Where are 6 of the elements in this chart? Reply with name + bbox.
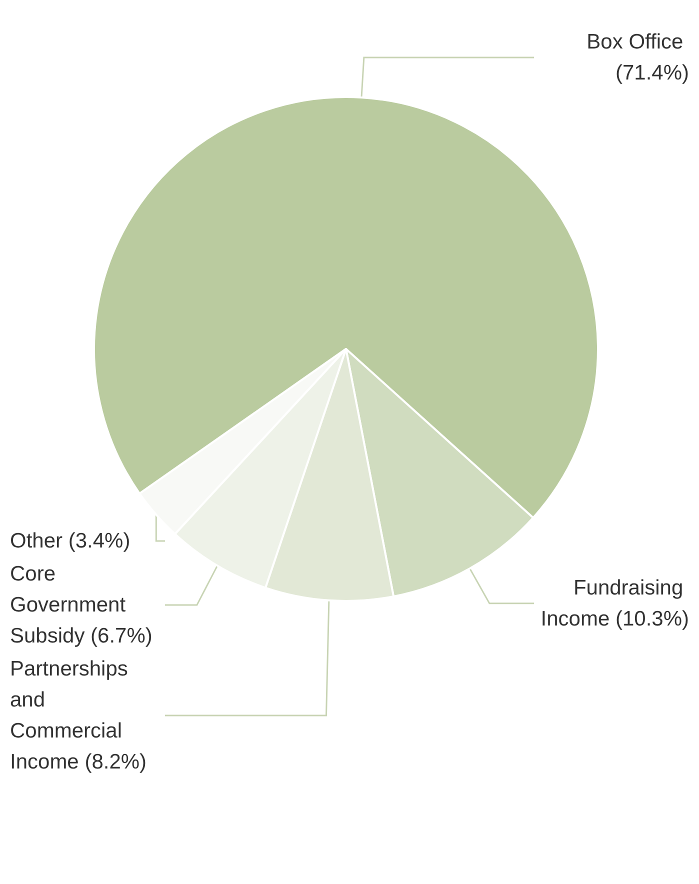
- slice-label: Core Government Subsidy (6.7%): [10, 562, 152, 648]
- slice-label: Partnerships and Commercial Income (8.2%): [10, 658, 147, 774]
- slice-label: Box Office: [586, 30, 689, 54]
- slice-label: Other (3.4%): [10, 530, 130, 553]
- slice-label: Fundraising Income (10.3%): [540, 576, 689, 630]
- data-label: (71.4%): [615, 62, 689, 85]
